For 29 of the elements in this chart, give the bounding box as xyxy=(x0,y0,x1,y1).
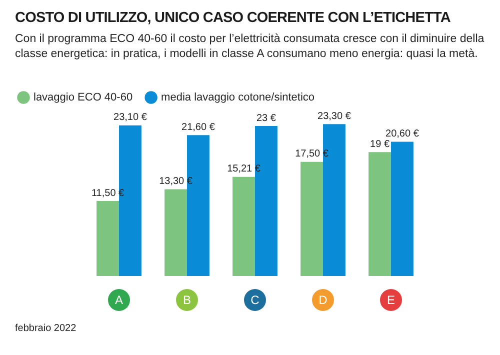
data-label: 23,30 € xyxy=(318,110,352,122)
bar xyxy=(96,201,119,276)
bar xyxy=(323,124,346,276)
bar xyxy=(300,162,323,276)
chart-title: COSTO DI UTILIZZO, UNICO CASO COERENTE CON L’ETICHETTA xyxy=(15,10,450,26)
bar xyxy=(368,152,391,276)
data-label: 23 € xyxy=(256,112,276,124)
badge-circle: C xyxy=(244,289,266,311)
text: febbraio 2022 xyxy=(15,323,76,334)
badge-circle: A xyxy=(108,289,130,311)
data-label: 23,10 € xyxy=(114,112,148,124)
data-label: 20,60 € xyxy=(386,128,420,140)
data-label: 15,21 € xyxy=(227,164,261,175)
badge-circle: E xyxy=(380,289,402,311)
data-label: 17,50 € xyxy=(295,148,329,160)
legend-label: lavaggio ECO 40-60 xyxy=(34,92,133,104)
bar xyxy=(164,189,187,276)
bar xyxy=(187,135,210,276)
data-label: 13,30 € xyxy=(159,176,193,188)
data-label: 21,60 € xyxy=(182,122,216,133)
legend-label: media lavaggio cotone/sintetico xyxy=(161,92,315,104)
badge-circle: D xyxy=(312,289,334,311)
chart-subtitle: Con il programma ECO 40-60 il costo per l’elettricità consumata cresce con il diminuire della classe energetica: in pratica, i modelli in classe A consumano meno energia: quasi la metà. xyxy=(15,32,486,62)
bar xyxy=(232,176,255,276)
bar xyxy=(255,126,278,276)
bar xyxy=(391,142,414,276)
badge-circle: B xyxy=(176,289,198,311)
data-label: 19 € xyxy=(370,138,390,150)
bar xyxy=(119,125,142,276)
